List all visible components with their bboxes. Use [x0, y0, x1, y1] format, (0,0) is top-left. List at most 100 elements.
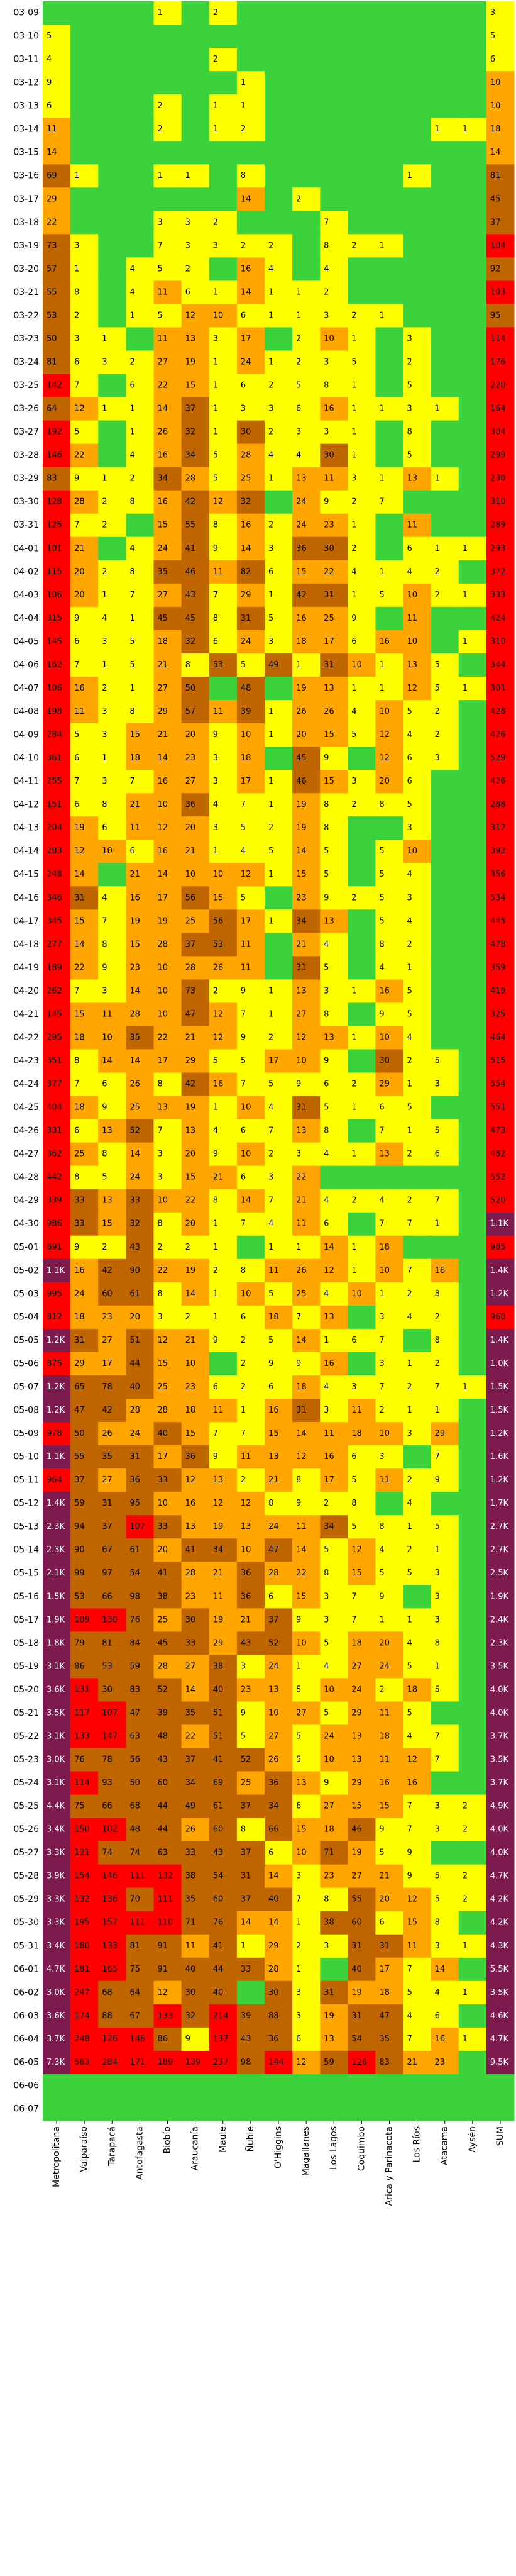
heatmap-cell	[348, 1375, 376, 1399]
heatmap-cell	[431, 94, 459, 118]
row-tick-label: 05-28	[13, 1871, 39, 1881]
cell-value-label: 8	[296, 1475, 301, 1485]
heatmap-cell	[292, 48, 321, 72]
cell-value-label: 60	[351, 1918, 362, 1928]
cell-value-label: 32	[185, 2011, 196, 2021]
cell-value-label: 28	[157, 940, 168, 949]
cell-value-label: 11	[213, 567, 224, 577]
heatmap-cell	[181, 793, 210, 817]
heatmap-cell	[375, 1701, 404, 1725]
cell-value-label: 10	[157, 986, 168, 996]
row-tick-label: 05-27	[13, 1848, 39, 1858]
cell-value-label: 21	[268, 1475, 279, 1485]
cell-value-label: 1	[129, 428, 134, 437]
heatmap-cell	[43, 1422, 71, 1446]
heatmap-cell	[431, 909, 459, 933]
heatmap-cell	[98, 1072, 126, 1097]
heatmap-cell	[181, 1165, 210, 1190]
heatmap-cell	[43, 1235, 71, 1260]
cell-value-label: 2	[213, 986, 218, 996]
cell-value-label: 10	[407, 847, 418, 856]
heatmap-cell	[236, 1119, 265, 1143]
cell-value-label: 14	[296, 847, 307, 856]
heatmap-cell	[236, 1771, 265, 1796]
heatmap-cell	[236, 1934, 265, 1958]
row-tick-label: 04-05	[13, 636, 39, 647]
cell-value-label: 5	[241, 893, 246, 902]
row-tick-label: 06-04	[13, 2034, 39, 2044]
heatmap-cell	[181, 513, 210, 538]
cell-value-label: 1	[351, 404, 356, 414]
cell-value-label: 3	[102, 358, 107, 367]
heatmap-cell	[320, 397, 348, 421]
heatmap-cell	[348, 1422, 376, 1446]
heatmap-cell	[486, 699, 515, 724]
heatmap-cell	[43, 816, 71, 840]
heatmap-cell	[181, 1142, 210, 1167]
cell-value-label: 237	[213, 2058, 229, 2067]
cell-value-label: 33	[157, 1475, 168, 1485]
heatmap-cell	[98, 304, 126, 328]
heatmap-cell	[320, 979, 348, 1003]
heatmap-cell	[292, 933, 321, 957]
heatmap-cell	[70, 1026, 99, 1050]
heatmap-cell	[181, 2027, 210, 2051]
row-tick-label: 03-16	[13, 171, 39, 181]
heatmap-cell	[375, 1748, 404, 1772]
cell-value-label: 14	[102, 1057, 113, 1066]
cell-value-label: 3	[74, 334, 79, 343]
cell-value-label: 3	[435, 1568, 440, 1578]
cell-value-label: 76	[213, 1918, 224, 1928]
cell-value-label: 33	[185, 1638, 196, 1648]
heatmap-cell	[431, 816, 459, 840]
heatmap-cell	[264, 1096, 293, 1120]
heatmap-cell	[292, 1585, 321, 1609]
column-tick-label: Atacama	[440, 2126, 450, 2165]
heatmap-cell	[431, 1328, 459, 1353]
heatmap-cell	[236, 1701, 265, 1725]
heatmap-cell	[264, 816, 293, 840]
cell-value-label: 13	[157, 1103, 168, 1113]
cell-value-label: 4.2K	[490, 1895, 509, 1904]
cell-value-label: 20	[379, 777, 390, 786]
heatmap-cell	[153, 1538, 182, 1562]
cell-value-label: 16	[379, 637, 390, 647]
heatmap-cell	[181, 71, 210, 95]
heatmap-cell	[292, 2074, 321, 2098]
heatmap-cell	[153, 467, 182, 491]
cell-value-label: 54	[213, 1872, 224, 1881]
cell-value-label: 1	[296, 1918, 301, 1928]
cell-value-label: 6	[351, 1452, 356, 1462]
heatmap-cell	[320, 933, 348, 957]
cell-value-label: 25	[157, 1382, 168, 1392]
cell-value-label: 7	[379, 1336, 384, 1345]
cell-value-label: 54	[351, 2035, 362, 2044]
heatmap-cell	[236, 886, 265, 910]
heatmap-cell	[181, 141, 210, 165]
heatmap-cell	[43, 1562, 71, 1585]
heatmap-cell	[348, 1794, 376, 1819]
heatmap-cell	[486, 560, 515, 584]
cell-value-label: 1.2K	[47, 1336, 65, 1345]
cell-value-label: 53	[213, 660, 224, 670]
heatmap-cell	[348, 467, 376, 491]
cell-value-label: 1	[296, 1243, 301, 1252]
cell-value-label: 8	[157, 1219, 162, 1229]
cell-value-label: 3	[185, 218, 190, 227]
heatmap-cell	[264, 1934, 293, 1958]
cell-value-label: 333	[490, 591, 506, 600]
heatmap-cell	[431, 1818, 459, 1842]
heatmap-cell	[348, 2050, 376, 2075]
heatmap-cell	[486, 1165, 515, 1190]
cell-value-label: 81	[102, 1638, 113, 1648]
cell-value-label: 53	[74, 1592, 85, 1601]
row-tick-label: 05-05	[13, 1335, 39, 1345]
cell-value-label: 28	[185, 1568, 196, 1578]
cell-value-label: 34	[185, 1779, 196, 1788]
heatmap-cell	[264, 1911, 293, 1935]
heatmap-cell	[209, 606, 238, 631]
row-tick-label: 05-30	[13, 1918, 39, 1928]
heatmap-cell	[431, 1515, 459, 1539]
heatmap-cell	[486, 1352, 515, 1376]
cell-value-label: 21	[213, 1568, 224, 1578]
